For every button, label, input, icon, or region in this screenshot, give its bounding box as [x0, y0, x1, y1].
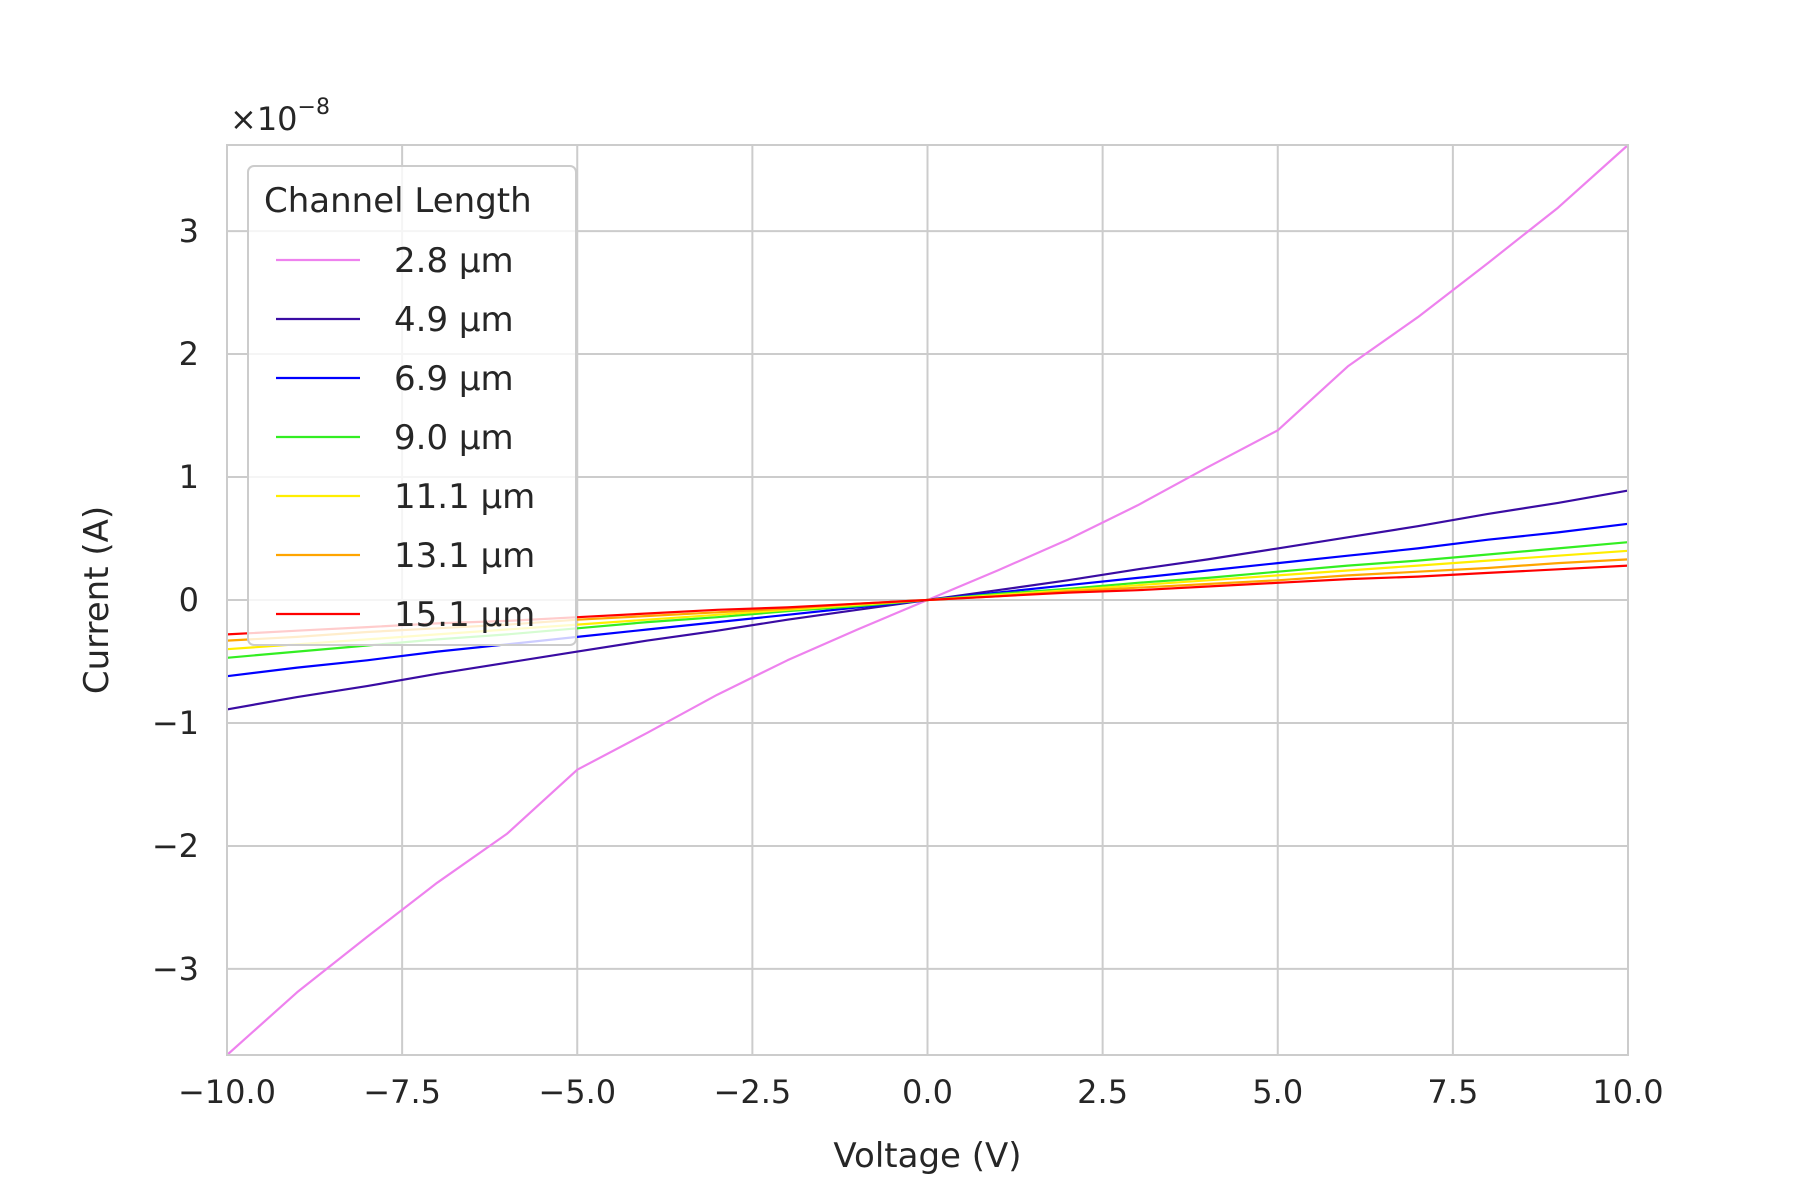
y-offset-text: ×10−8: [230, 95, 330, 138]
y-tick-label: −1: [152, 704, 199, 742]
legend: Channel Length 2.8 µm 4.9 µm 6.9 µm 9.0 µm 1…: [247, 165, 577, 646]
legend-title: Channel Length: [264, 181, 532, 221]
y-tick-label: −3: [152, 950, 199, 988]
y-tick-label: −2: [152, 827, 199, 865]
x-tick-label: 7.5: [1427, 1073, 1478, 1111]
y-tick-label: 2: [179, 335, 199, 373]
legend-label: 9.0 µm: [394, 418, 514, 458]
y-tick-label: 0: [179, 581, 199, 619]
offset-exponent: −8: [298, 95, 330, 120]
x-tick-label: 10.0: [1592, 1073, 1663, 1111]
plot-frame: [226, 144, 1629, 1056]
legend-box: [247, 165, 577, 646]
legend-items: 2.8 µm 4.9 µm 6.9 µm 9.0 µm 11.1 µm 13.1 µm 15…: [276, 241, 535, 635]
legend-label: 4.9 µm: [394, 300, 514, 340]
y-tick-label: 3: [179, 212, 199, 250]
x-axis-label: Voltage (V): [833, 1136, 1021, 1176]
x-tick-label: 0.0: [902, 1073, 953, 1111]
y-tick-labels: −3 −2 −1 0 1 2 3: [152, 212, 199, 988]
legend-label: 6.9 µm: [394, 359, 514, 399]
y-tick-label: 1: [179, 458, 199, 496]
x-tick-label: 5.0: [1252, 1073, 1303, 1111]
x-tick-label: −10.0: [178, 1073, 276, 1111]
y-axis-label: Current (A): [77, 506, 117, 694]
legend-label: 2.8 µm: [394, 241, 514, 281]
x-tick-label: 2.5: [1077, 1073, 1128, 1111]
x-tick-label: −2.5: [714, 1073, 792, 1111]
x-tick-label: −7.5: [363, 1073, 441, 1111]
legend-label: 11.1 µm: [394, 477, 535, 517]
x-tick-labels: −10.0 −7.5 −5.0 −2.5 0.0 2.5 5.0 7.5 10.0: [178, 1073, 1664, 1111]
legend-label: 15.1 µm: [394, 595, 535, 635]
offset-base: ×10: [230, 100, 298, 138]
legend-label: 13.1 µm: [394, 536, 535, 576]
x-tick-label: −5.0: [538, 1073, 616, 1111]
